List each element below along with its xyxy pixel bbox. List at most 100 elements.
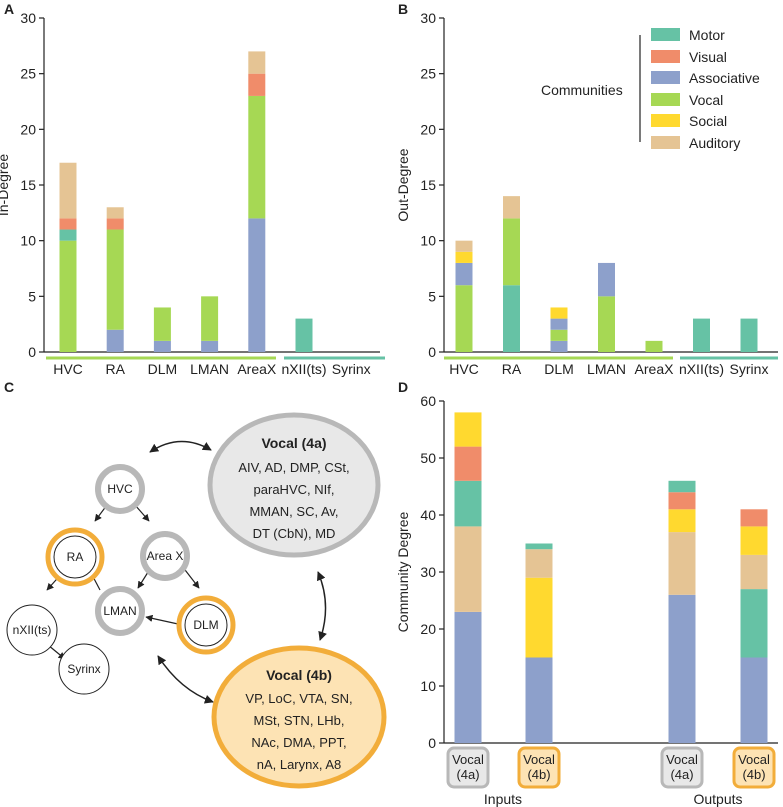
chart-d-bar-2-visual: [668, 492, 696, 510]
chart-a-bar-areax-visual: [248, 73, 266, 96]
chart-b-xtick-nxii-ts: nXII(ts): [679, 361, 724, 377]
chart-b-bar-hvc-auditory: [455, 240, 473, 252]
chart-a-ytick-label: 10: [20, 233, 36, 249]
vocal-4b-title: Vocal (4b): [266, 667, 332, 683]
arrow-lman-vocal-4b: [157, 655, 214, 704]
chart-b-bar-dlm-associative: [550, 340, 568, 352]
chart-d-xtick-box-0: [446, 746, 490, 789]
chart-a-bar-areax-associative: [248, 218, 266, 352]
vocal-4a-title: Vocal (4a): [261, 435, 326, 451]
legend-swatch-associative: [651, 71, 680, 84]
chart-d-bar-3-auditory: [740, 554, 768, 590]
legend-label-motor: Motor: [689, 27, 725, 43]
chart-d-xtick-label-0-1: (4a): [456, 767, 479, 782]
node-nxii: [6, 604, 58, 656]
chart-b-xtick-areax: AreaX: [635, 361, 675, 377]
chart-b-bar-ra-vocal: [503, 218, 520, 286]
chart-d-xtick-label-2-0: Vocal: [666, 752, 698, 767]
panel-label-b: B: [398, 1, 408, 17]
chart-d-bar-2-social: [668, 509, 696, 533]
chart-d-bar-0-auditory: [454, 526, 482, 612]
edge-dlm-lman: [145, 614, 179, 625]
edge-hvc-areax: [134, 504, 150, 522]
vocal-4a-bubble: [207, 412, 381, 558]
chart-d-bar-1-auditory: [525, 549, 553, 578]
chart-b-xtick-lman: LMAN: [587, 361, 626, 377]
chart-a-ytick-label: 25: [20, 66, 36, 82]
vocal-4a-line-3: MMAN, SC, Av,: [249, 504, 338, 519]
chart-d-bar-2-motor: [668, 480, 696, 493]
legend-swatch-visual: [651, 50, 680, 63]
node-hvc-label: HVC: [107, 482, 133, 496]
chart-d-bar-3-social: [740, 526, 768, 555]
chart-b-bar-syrinx-motor: [740, 318, 758, 352]
legend-label-vocal: Vocal: [689, 92, 723, 108]
chart-d-bar-1-motor: [525, 543, 553, 550]
chart-a-ytick-label: 0: [28, 344, 36, 360]
chart-a-bar-hvc-auditory: [59, 162, 77, 219]
vocal-4b-line-3: NAc, DMA, PPT,: [251, 735, 346, 750]
node-syrinx: [58, 643, 110, 695]
chart-b-ytick-label: 5: [428, 288, 436, 304]
chart-d-xtick-label-1-1: (4b): [527, 767, 550, 782]
chart-a-xtick-nxii-ts: nXII(ts): [281, 361, 326, 377]
vocal-4b-line-4: nA, Larynx, A8: [257, 757, 342, 772]
chart-b-bar-ra-motor: [503, 285, 520, 352]
chart-a-bar-areax-auditory: [248, 51, 266, 74]
chart-b-bar-dlm-vocal: [550, 329, 568, 341]
chart-d-ytick-label: 10: [420, 678, 436, 694]
chart-b-bar-hvc-vocal: [455, 285, 473, 352]
chart-d-ytick-label: 30: [420, 564, 436, 580]
vocal-4a-line-2: paraHVC, NIf,: [254, 482, 335, 497]
chart-b-ytick-label: 20: [420, 121, 436, 137]
chart-b-bar-nxii-ts-motor: [693, 318, 710, 352]
panel-label-d: D: [398, 379, 408, 395]
community-legend: Communities Motor Visual Associative Voc…: [541, 27, 760, 151]
chart-a-xtick-areax: AreaX: [237, 361, 277, 377]
chart-d-group-label-inputs: Inputs: [484, 791, 522, 807]
chart-b-ytick-label: 25: [420, 66, 436, 82]
legend-title: Communities: [541, 82, 623, 98]
chart-b-bar-areax-vocal: [645, 340, 663, 352]
node-ra-label: RA: [67, 550, 84, 564]
chart-b-bar-lman-vocal: [598, 296, 615, 352]
legend-label-visual: Visual: [689, 49, 727, 65]
chart-d-bar-3-visual: [740, 509, 768, 527]
chart-d-ytick-label: 0: [428, 735, 436, 751]
chart-d-ytick-label: 40: [420, 507, 436, 523]
chart-a-ytick-label: 20: [20, 121, 36, 137]
chart-d-xtick-label-0-0: Vocal: [452, 752, 484, 767]
chart-a-xtick-lman: LMAN: [190, 361, 229, 377]
chart-b-ytick-label: 30: [420, 10, 436, 26]
vocal-4b-line-1: VP, LoC, VTA, SN,: [245, 691, 352, 706]
vocal-4b-bubble: [211, 645, 387, 789]
chart-b-ytick-label: 0: [428, 344, 436, 360]
chart-d-ytick-label: 50: [420, 450, 436, 466]
legend-swatch-social: [651, 114, 680, 127]
chart-a-xtick-ra: RA: [105, 361, 125, 377]
chart-b-bar-dlm-associative: [550, 318, 568, 330]
chart-b-ylabel: Out-Degree: [395, 148, 411, 221]
chart-a-bar-ra-vocal: [106, 229, 124, 330]
chart-d-bar-1-social: [525, 577, 553, 658]
vocal-4a-line-4: DT (CbN), MD: [253, 526, 336, 541]
chart-b-bar-hvc-associative: [455, 262, 473, 286]
circuit-diagram: HVC RA Area X LMAN DLM nXII(ts) Syrinx V…: [6, 412, 387, 789]
chart-d-bar-0-motor: [454, 480, 482, 527]
vocal-4a-line-1: AIV, AD, DMP, CSt,: [238, 460, 349, 475]
legend-label-associative: Associative: [689, 70, 760, 86]
chart-d-ytick-label: 60: [420, 393, 436, 409]
chart-d-bar-1-associative: [525, 657, 553, 743]
chart-b-bar-ra-auditory: [503, 196, 520, 219]
chart-d-bar-2-auditory: [668, 532, 696, 595]
chart-a-bar-dlm-associative: [153, 340, 171, 352]
chart-b-out-degree: 0 5 10 15 20 25 30 Out-Degree HVC RA DLM LMAN AreaX n…: [395, 10, 778, 377]
chart-d-xtick-box-1: [517, 746, 561, 789]
chart-b-xtick-ra: RA: [502, 361, 522, 377]
chart-d-ytick-label: 20: [420, 621, 436, 637]
node-lman: [95, 586, 145, 636]
chart-b-ytick-label: 15: [420, 177, 436, 193]
node-dlm-label: DLM: [193, 618, 218, 632]
chart-b-xtick-dlm: DLM: [544, 361, 574, 377]
